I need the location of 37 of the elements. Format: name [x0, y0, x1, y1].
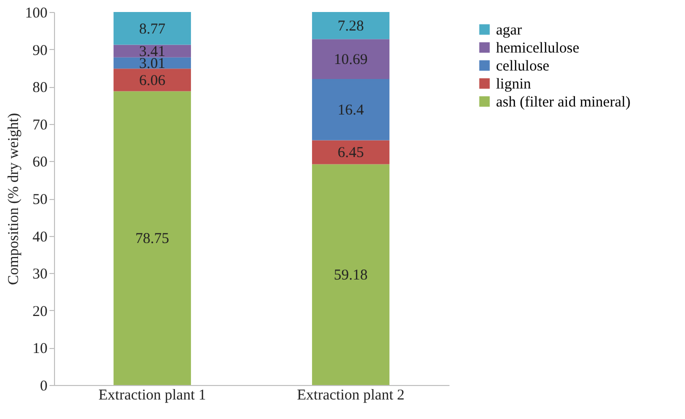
legend-label: cellulose	[496, 58, 550, 74]
bar	[312, 140, 390, 164]
y-tick-label: 30	[32, 266, 48, 283]
bar	[114, 91, 191, 385]
y-tick-label: 40	[32, 229, 48, 246]
x-tick-label: Extraction plant 1	[98, 388, 206, 404]
legend-label: agar	[496, 22, 522, 38]
y-tick-label: 80	[32, 80, 48, 96]
data-label: 10.69	[334, 52, 368, 68]
data-label: 6.06	[139, 72, 166, 89]
data-label: 16.4	[338, 102, 364, 119]
y-axis-title: Composition (% dry weight)	[6, 112, 22, 286]
y-tick-label: 70	[32, 117, 48, 134]
y-tick-label: 100	[25, 6, 48, 22]
bar	[312, 164, 390, 385]
bar	[312, 39, 390, 80]
y-tick-label: 20	[32, 304, 48, 320]
legend-label: ash (filter aid mineral)	[496, 94, 631, 110]
data-label: 7.28	[338, 18, 364, 35]
data-label: 8.77	[139, 21, 166, 38]
legend-label: lignin	[496, 76, 532, 92]
data-label: 6.45	[338, 145, 364, 162]
data-label: 78.75	[135, 231, 170, 248]
bar	[114, 68, 191, 92]
y-tick-label: 90	[32, 42, 48, 59]
y-tick-label: 60	[32, 154, 48, 171]
legend-label: hemicellulose	[496, 40, 580, 56]
x-tick-label: Extraction plant 2	[297, 388, 404, 404]
bar	[312, 12, 390, 40]
y-tick-label: 10	[32, 341, 48, 358]
data-label: 3.01	[139, 56, 166, 72]
data-label: 59.18	[334, 268, 368, 284]
bar	[312, 79, 390, 140]
y-tick-label: 0	[40, 378, 48, 394]
bar	[114, 44, 191, 58]
bar	[114, 12, 191, 45]
y-tick-label: 50	[32, 192, 48, 208]
